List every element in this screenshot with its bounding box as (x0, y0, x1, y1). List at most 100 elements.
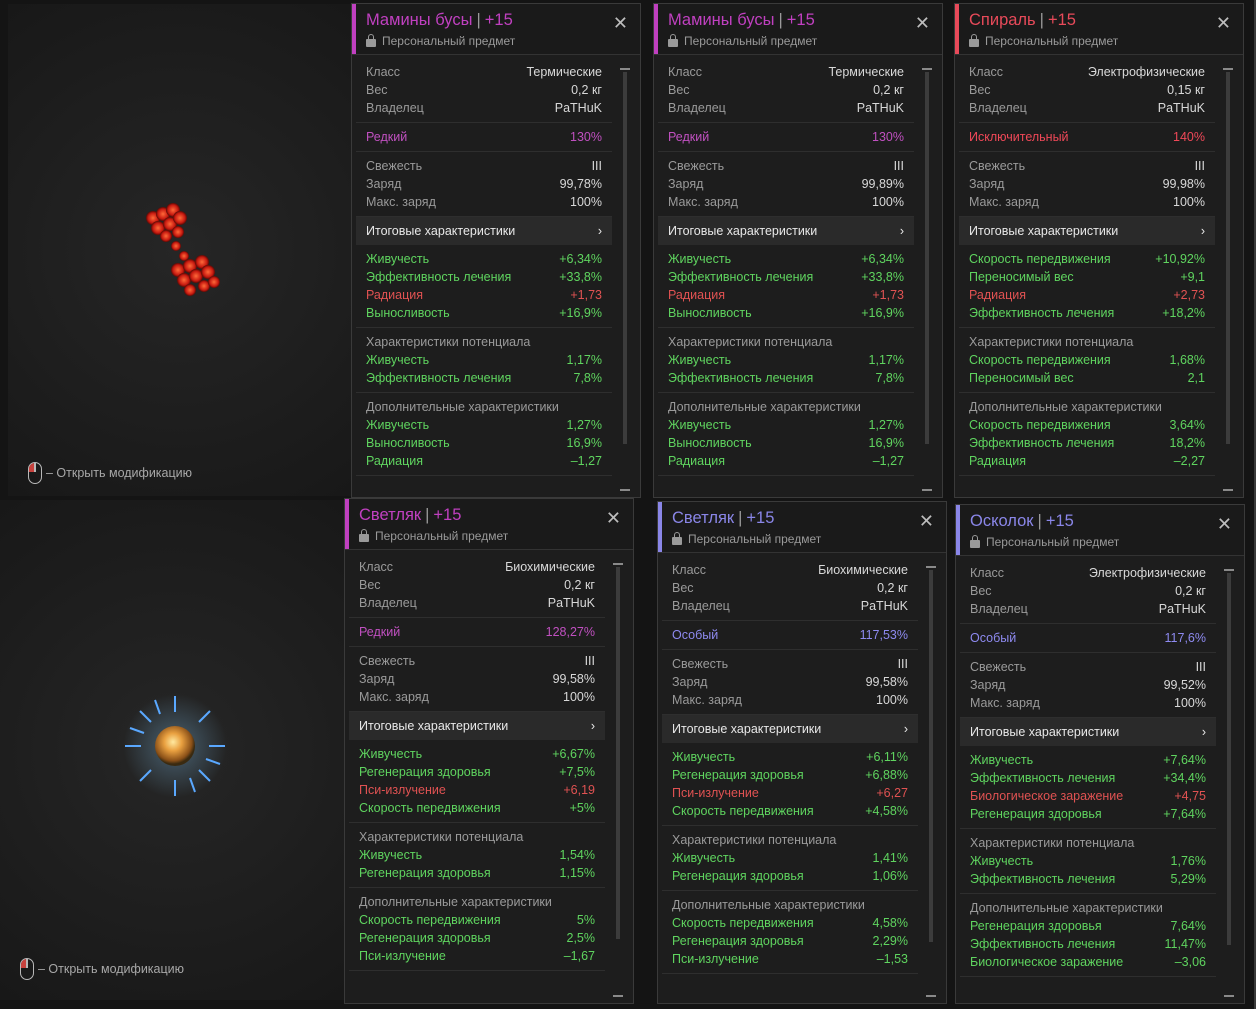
charge-value: 100% (876, 693, 908, 707)
close-icon[interactable]: ✕ (914, 13, 930, 33)
potential-value: 1,41% (872, 851, 908, 865)
charge-label: Заряд (969, 177, 1005, 191)
extra-label: Пси-излучение (359, 949, 446, 963)
stat-label: Регенерация здоровья (672, 768, 804, 782)
potential-value: 7,8% (573, 371, 603, 385)
item-title: Осколок | +15 (970, 512, 1074, 530)
window-edge (1254, 0, 1256, 1009)
scrollbar-thumb[interactable] (1226, 72, 1230, 444)
extra-value: 5% (576, 913, 595, 927)
potential-value: 7,8% (875, 371, 905, 385)
info-row: Владелец PaTHuK (970, 600, 1206, 618)
personal-item-text: Персональный предмет (688, 532, 822, 546)
scrollbar-thumb[interactable] (1227, 573, 1231, 945)
stat-value: +6,88% (865, 768, 908, 782)
charge-label: Заряд (359, 672, 395, 686)
personal-item-text: Персональный предмет (375, 529, 509, 543)
potential-row: Эффективность лечения 7,8% (366, 369, 602, 387)
item-card-body: Класс Электрофизические Вес 0,2 кг Владе… (960, 559, 1216, 977)
rarity-section: Особый 117,6% (960, 624, 1216, 653)
info-label: Владелец (672, 599, 730, 613)
totals-header-button[interactable]: Итоговые характеристики › (662, 715, 918, 743)
extra-label: Регенерация здоровья (970, 919, 1102, 933)
totals-header-button[interactable]: Итоговые характеристики › (959, 217, 1215, 245)
stat-row: Пси-излучение +6,19 (359, 781, 595, 799)
stat-row: Эффективность лечения +34,4% (970, 769, 1206, 787)
info-label: Вес (668, 83, 690, 97)
stat-label: Пси-излучение (359, 783, 446, 797)
stat-row: Регенерация здоровья +7,5% (359, 763, 595, 781)
info-value: 0,2 кг (877, 581, 908, 595)
info-value: PaTHuK (1157, 101, 1205, 115)
scrollbar-thumb[interactable] (623, 72, 627, 444)
info-value: Электрофизические (1088, 566, 1206, 580)
close-icon[interactable]: ✕ (605, 508, 621, 528)
scrollbar-thumb[interactable] (616, 567, 620, 939)
charge-row: Макс. заряд 100% (668, 193, 904, 211)
extra-value: 7,64% (1170, 919, 1206, 933)
close-icon[interactable]: ✕ (1216, 514, 1232, 534)
rarity-accent-bar (345, 499, 349, 549)
scrollbar[interactable] (922, 68, 932, 491)
info-row: Владелец PaTHuK (668, 99, 904, 117)
totals-header-button[interactable]: Итоговые характеристики › (960, 718, 1216, 746)
open-modification-hint[interactable]: – Открыть модификацию (28, 462, 192, 484)
stat-value: +18,2% (1162, 306, 1205, 320)
totals-header-button[interactable]: Итоговые характеристики › (356, 217, 612, 245)
close-icon[interactable]: ✕ (612, 13, 628, 33)
extra-label: Эффективность лечения (970, 937, 1116, 951)
info-section: Класс Электрофизические Вес 0,15 кг Влад… (959, 58, 1215, 123)
extra-label: Биологическое заражение (970, 955, 1124, 969)
scrollbar-thumb[interactable] (929, 570, 933, 942)
info-row: Класс Термические (366, 63, 602, 81)
rarity-label: Особый (672, 628, 719, 642)
item-card: Спираль | +15 Персональный предмет ✕ Класс… (954, 3, 1244, 498)
scrollbar[interactable] (926, 566, 936, 997)
scrollbar-track (613, 563, 623, 997)
scrollbar[interactable] (620, 68, 630, 491)
info-label: Класс (970, 566, 1005, 580)
extra-label: Скорость передвижения (672, 916, 814, 930)
potential-label: Эффективность лечения (970, 872, 1116, 886)
close-icon[interactable]: ✕ (918, 511, 934, 531)
extra-label: Радиация (668, 454, 726, 468)
item-card: Светляк | +15 Персональный предмет ✕ Класс… (657, 501, 947, 1004)
extra-section: Дополнительные характеристики Живучесть … (658, 393, 914, 476)
extra-label: Выносливость (668, 436, 752, 450)
scrollbar[interactable] (1224, 569, 1234, 997)
stat-label: Эффективность лечения (969, 306, 1115, 320)
rarity-row: Особый 117,53% (672, 626, 908, 644)
rarity-value: 128,27% (545, 625, 595, 639)
info-value: Термические (828, 65, 904, 79)
item-level: +15 (786, 11, 815, 29)
stat-label: Пси-излучение (672, 786, 759, 800)
close-icon[interactable]: ✕ (1215, 13, 1231, 33)
extra-value: 1,27% (868, 418, 904, 432)
totals-header-button[interactable]: Итоговые характеристики › (349, 712, 605, 740)
rarity-accent-bar (654, 4, 658, 54)
info-label: Вес (672, 581, 694, 595)
personal-item-text: Персональный предмет (684, 34, 818, 48)
scrollbar[interactable] (613, 563, 623, 997)
potential-row: Скорость передвижения 1,68% (969, 351, 1205, 369)
extra-value: 16,9% (868, 436, 904, 450)
stat-label: Живучесть (672, 750, 736, 764)
charge-row: Заряд 99,58% (672, 673, 908, 691)
mouse-icon (28, 462, 42, 484)
stat-label: Биологическое заражение (970, 789, 1124, 803)
stats-section: Живучесть +6,11% Регенерация здоровья +6… (662, 743, 918, 826)
lock-icon (668, 34, 678, 47)
scrollbar-thumb[interactable] (925, 72, 929, 444)
info-label: Класс (668, 65, 703, 79)
totals-header-button[interactable]: Итоговые характеристики › (658, 217, 914, 245)
info-row: Владелец PaTHuK (969, 99, 1205, 117)
item-level: +15 (746, 509, 775, 527)
stat-row: Радиация +1,73 (366, 286, 602, 304)
charge-row: Свежесть III (668, 157, 904, 175)
extra-label: Живучесть (668, 418, 732, 432)
charge-row: Свежесть III (969, 157, 1205, 175)
open-modification-hint[interactable]: – Открыть модификацию (20, 958, 184, 980)
info-row: Вес 0,15 кг (969, 81, 1205, 99)
scrollbar[interactable] (1223, 68, 1233, 491)
potential-row: Живучесть 1,17% (668, 351, 904, 369)
